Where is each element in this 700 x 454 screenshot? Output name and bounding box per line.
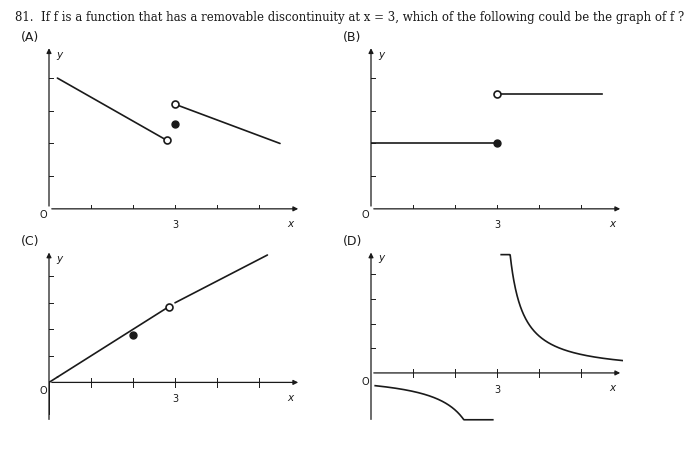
- Text: (A): (A): [21, 31, 39, 44]
- Text: O: O: [39, 211, 47, 221]
- Text: x: x: [609, 219, 615, 229]
- Text: O: O: [361, 377, 369, 387]
- Text: y: y: [379, 253, 385, 263]
- Text: (B): (B): [343, 31, 361, 44]
- Text: 3: 3: [172, 395, 178, 405]
- Text: y: y: [57, 50, 63, 60]
- Text: y: y: [57, 254, 63, 264]
- Text: (D): (D): [343, 235, 363, 248]
- Text: 3: 3: [494, 220, 500, 230]
- Text: x: x: [287, 393, 293, 403]
- Text: x: x: [287, 219, 293, 229]
- Text: y: y: [379, 50, 385, 60]
- Text: 81.  If f is a function that has a removable discontinuity at x = 3, which of th: 81. If f is a function that has a remova…: [15, 11, 685, 25]
- Text: x: x: [609, 383, 615, 393]
- Text: O: O: [39, 386, 47, 396]
- Text: (C): (C): [21, 235, 39, 248]
- Text: 3: 3: [494, 385, 500, 395]
- Text: O: O: [361, 211, 369, 221]
- Text: 3: 3: [172, 220, 178, 230]
